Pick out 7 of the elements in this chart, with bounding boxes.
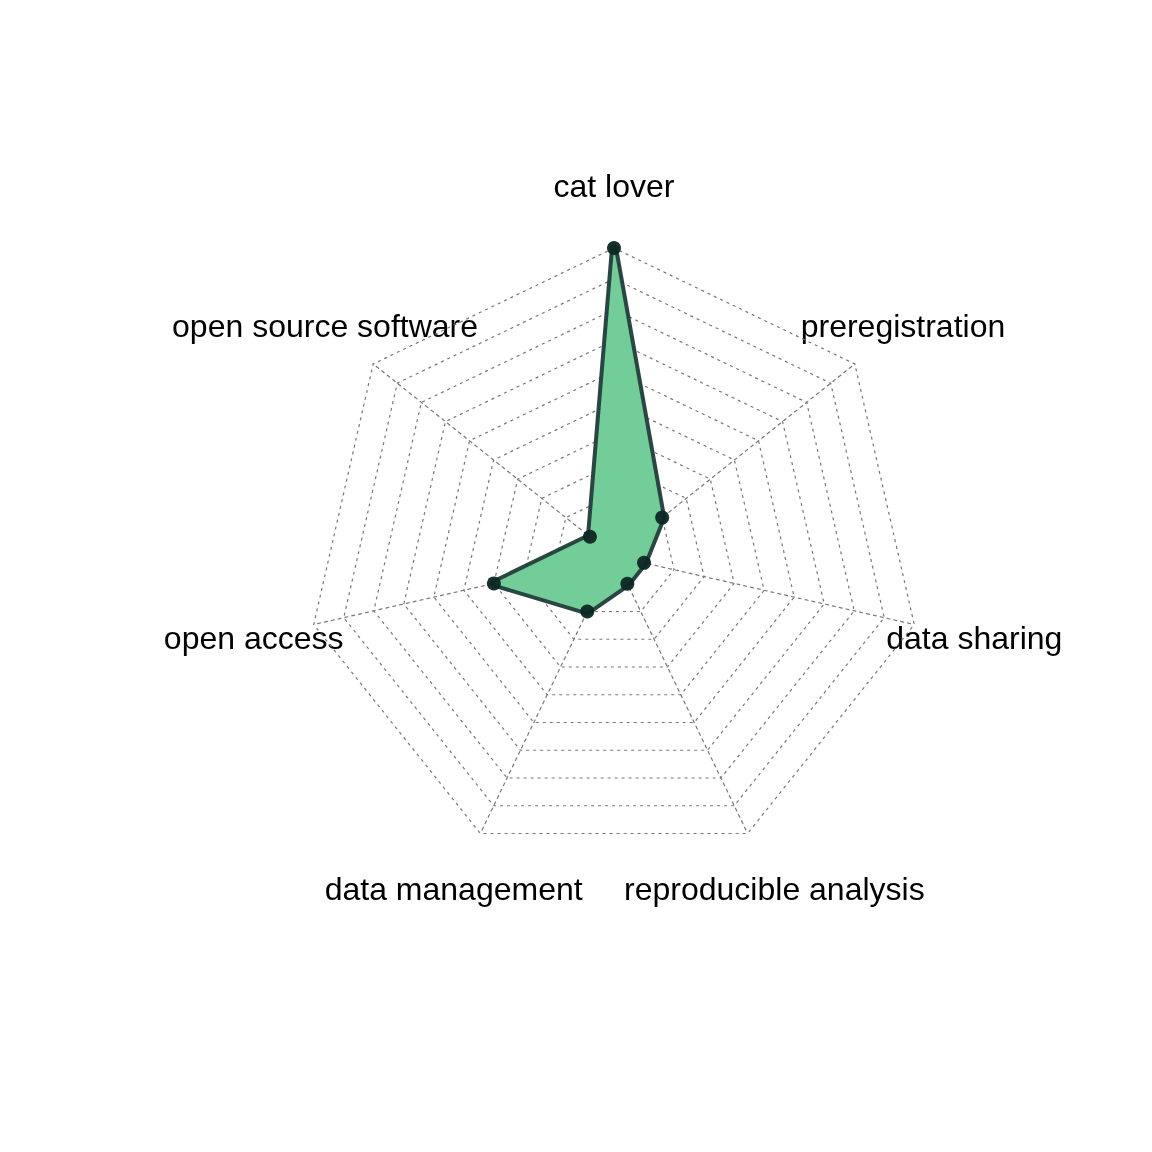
spoke-label: cat lover bbox=[553, 168, 675, 205]
spoke-label: open source software bbox=[172, 307, 479, 344]
spoke-label: reproducible analysis bbox=[624, 871, 925, 907]
spoke-label: open access bbox=[163, 620, 344, 657]
spoke-label: preregistration bbox=[800, 307, 1006, 344]
spoke-label: data sharing bbox=[886, 620, 1063, 657]
spoke-label: data management bbox=[324, 871, 583, 907]
